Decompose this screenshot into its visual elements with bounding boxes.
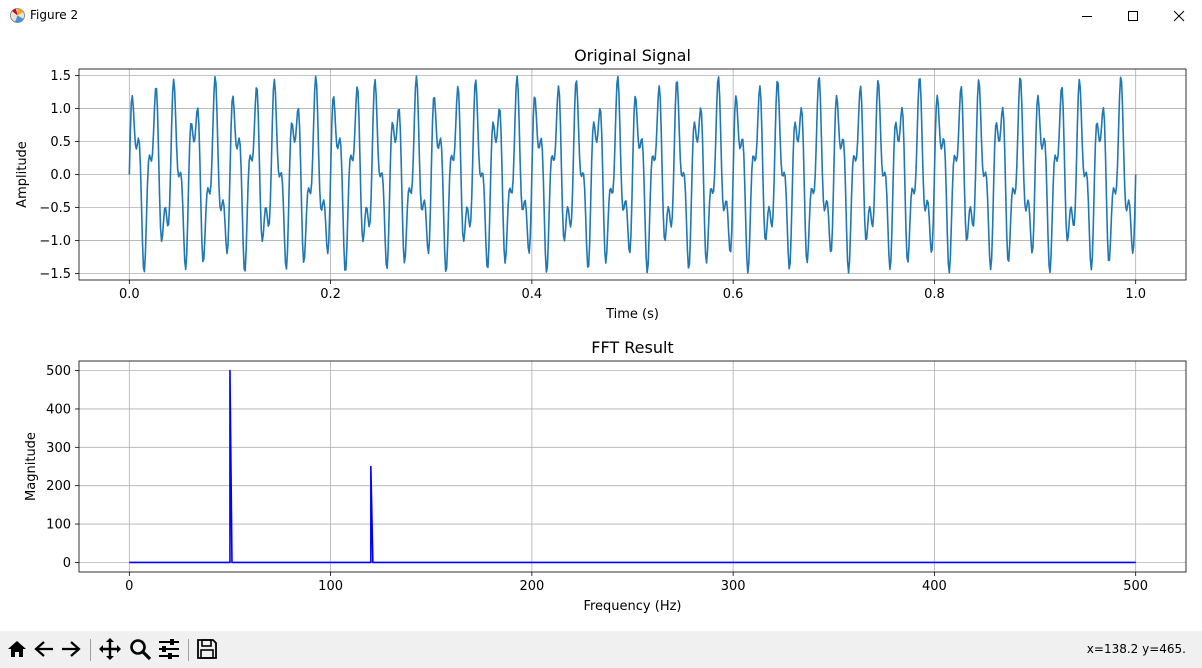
configure-subplots-icon — [159, 639, 179, 659]
fft-result-axes: 0 100 200 300 400 500 500 400 300 200 100 0 FFT Resu… — [24, 338, 1187, 614]
matplotlib-logo-icon — [10, 8, 25, 23]
x-tick-label: 100 — [318, 579, 343, 594]
y-tick-label: 0 — [63, 556, 71, 571]
axes-title: FFT Result — [591, 338, 673, 357]
forward-icon — [62, 641, 81, 657]
data-series-line — [128, 75, 1137, 274]
axes-title: Original Signal — [574, 46, 691, 65]
original-signal-axes: 0.0 0.2 0.4 0.6 0.8 1.0 1.5 1.0 0.5 0.0 −0.5 −1.0 −1… — [15, 46, 1187, 322]
minimize-icon — [1082, 15, 1092, 17]
back-button[interactable] — [32, 637, 56, 661]
y-tick-label: 0.0 — [50, 168, 71, 183]
x-axis-label: Time (s) — [605, 307, 659, 322]
minimize-button[interactable] — [1064, 0, 1110, 31]
y-tick-label: 0.5 — [50, 135, 71, 150]
home-button[interactable] — [5, 637, 29, 661]
y-tick-label: 200 — [46, 479, 71, 494]
zoom-icon — [130, 639, 152, 661]
y-tick-label: 400 — [46, 402, 71, 417]
x-axis-label: Frequency (Hz) — [583, 599, 681, 614]
save-button[interactable] — [195, 637, 219, 661]
close-icon — [1173, 10, 1185, 21]
grid — [79, 361, 1186, 572]
y-axis-label: Amplitude — [15, 141, 30, 208]
x-tick-label: 0.2 — [320, 287, 341, 302]
y-tick-label: 500 — [46, 364, 71, 379]
window-titlebar: Figure 2 — [0, 0, 1202, 31]
pan-button[interactable] — [98, 637, 122, 661]
navigation-toolbar: x=138.2 y=465. — [0, 631, 1202, 668]
save-icon — [197, 639, 217, 659]
x-tick-label: 0.6 — [723, 287, 744, 302]
back-icon — [34, 641, 53, 657]
y-tick-label: −1.5 — [39, 267, 71, 282]
x-tick-label: 200 — [519, 579, 544, 594]
x-tick-label: 1.0 — [1125, 287, 1146, 302]
toolbar-separator — [90, 639, 91, 661]
x-tick-label: 400 — [922, 579, 947, 594]
y-axis-label: Magnitude — [24, 432, 39, 501]
x-tick-label: 0 — [125, 579, 133, 594]
zoom-button[interactable] — [128, 637, 152, 661]
configure-subplots-button[interactable] — [157, 637, 181, 661]
maximize-icon — [1128, 10, 1138, 21]
y-tick-label: 1.0 — [50, 102, 71, 117]
axes-frame — [78, 360, 1187, 573]
y-tick-label: 300 — [46, 441, 71, 456]
x-tick-label: 500 — [1123, 579, 1148, 594]
figure-svg: 0.0 0.2 0.4 0.6 0.8 1.0 1.5 1.0 0.5 0.0 −0.5 −1.0 −1… — [15, 46, 1187, 614]
cursor-coordinates: x=138.2 y=465. — [1086, 642, 1186, 656]
y-tick-label: −1.0 — [39, 234, 71, 249]
x-tick-label: 300 — [721, 579, 746, 594]
forward-button[interactable] — [59, 637, 83, 661]
data-series-line — [129, 369, 1136, 564]
x-tick-label: 0.4 — [522, 287, 543, 302]
window-title: Figure 2 — [30, 8, 79, 22]
y-tick-label: 100 — [46, 518, 71, 533]
y-tick-label: 1.5 — [50, 69, 71, 84]
y-tick-label: −0.5 — [39, 201, 71, 216]
pan-icon — [99, 638, 121, 660]
close-button[interactable] — [1156, 0, 1202, 31]
maximize-button[interactable] — [1110, 0, 1156, 31]
home-icon — [8, 641, 26, 657]
x-tick-label: 0.8 — [924, 287, 945, 302]
x-tick-label: 0.0 — [119, 287, 140, 302]
figure-canvas[interactable]: 0.0 0.2 0.4 0.6 0.8 1.0 1.5 1.0 0.5 0.0 −0.5 −1.0 −1… — [0, 31, 1202, 631]
toolbar-separator — [188, 639, 189, 661]
